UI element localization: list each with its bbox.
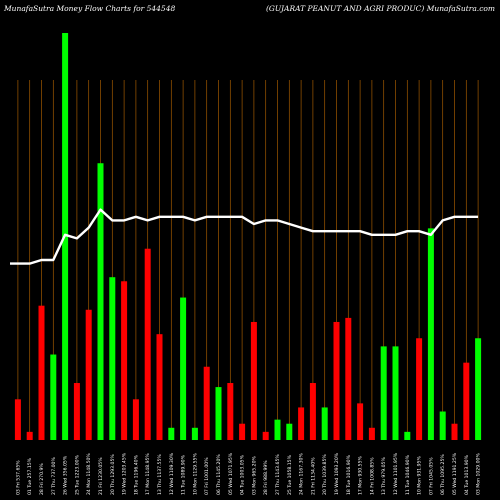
x-tick-label: 03 Mon 1029.00% — [476, 453, 482, 495]
x-tick-label: 05 Wed 1071.95% — [228, 452, 234, 495]
bar — [427, 228, 434, 440]
bar — [191, 427, 198, 440]
x-tick-label: 05 Wed 1191.25% — [452, 452, 458, 495]
x-tick-label: 17 Mon 930.55% — [358, 455, 364, 495]
bar — [97, 163, 104, 441]
x-tick-label: 27 Thu 737.00% — [51, 457, 57, 495]
bar — [14, 399, 21, 440]
money-flow-line — [10, 208, 479, 265]
bar — [286, 423, 293, 440]
x-tick-label: 13 Thu 979.05% — [381, 457, 387, 495]
x-tick-label: 10 Mon 1129.55% — [192, 453, 198, 495]
x-tick-label: 19 Wed 1203.45% — [122, 452, 128, 495]
bar — [132, 399, 139, 440]
x-tick-label: 14 Fri 1008.85% — [369, 457, 375, 495]
x-tick-label: 12 Wed 1101.95% — [393, 452, 399, 495]
bar — [203, 366, 210, 440]
x-tick-label: 18 Tue 1196.40% — [133, 454, 139, 495]
x-tick-label: 26 Wed 356.05% — [63, 455, 69, 495]
x-tick-label: 01 Tue 257.15% — [27, 457, 33, 495]
x-tick-label: 12 Wed 1109.30% — [169, 452, 175, 495]
bar — [404, 431, 411, 440]
x-tick-label: 13 Thu 1137.55% — [157, 454, 163, 495]
bar — [380, 346, 387, 440]
x-tick-label: 20 Thu 1293.05% — [110, 454, 116, 495]
bar — [85, 309, 92, 440]
bar — [368, 427, 375, 440]
x-tick-label: 06 Thu 1145.20% — [216, 454, 222, 495]
bar — [239, 423, 246, 440]
bar — [309, 383, 316, 440]
x-tick-label: 28 Fri 988.99% — [263, 460, 269, 495]
bar — [357, 403, 364, 440]
x-tick-label: 07 Fri 1001.00% — [204, 457, 210, 495]
x-tick-label: 20 Thu 1039.85% — [322, 454, 328, 495]
x-tick-label: 04 Tue 1013.90% — [464, 454, 470, 495]
bar — [156, 334, 163, 440]
bar — [250, 321, 257, 440]
chart-title: MunafaSutra Money Flow Charts for 544548 — [4, 4, 176, 13]
x-tick-label: 04 Tue 1003.05% — [240, 454, 246, 495]
bar — [121, 281, 128, 440]
bar — [416, 338, 423, 440]
bar — [180, 297, 187, 440]
x-tick-label: 25 Tue 1058.15% — [287, 454, 293, 495]
x-tick-label: 03 Mon 965.20% — [251, 455, 257, 495]
x-tick-label: 21 Fri 1134.40% — [310, 457, 316, 495]
bars — [14, 33, 482, 441]
x-tick-label: 27 Thu 1143.65% — [275, 454, 281, 495]
x-tick-label: 18 Tue 1016.90% — [346, 454, 352, 495]
bar — [298, 407, 305, 440]
bar — [50, 354, 57, 440]
x-tick-label: 11 Tue 1089.90% — [181, 454, 187, 495]
x-tick-label: 17 Mon 1148.95% — [145, 453, 151, 495]
bar — [274, 419, 281, 440]
bar — [215, 387, 222, 440]
bar — [227, 383, 234, 440]
x-tick-label: 21 Fri 1230.05% — [98, 457, 104, 495]
x-tick-label: 24 Mon 1148.50% — [86, 453, 92, 495]
x-tick-label: 10 Mon 931.95% — [417, 455, 423, 495]
x-tick-label: 19 Wed 1093.20% — [334, 452, 340, 495]
x-tick-label: 25 Tue 1223.00% — [74, 454, 80, 495]
bar — [26, 431, 33, 440]
bar — [463, 362, 470, 440]
x-tick-label: 24 Mon 1167.30% — [299, 453, 305, 495]
x-tick-label: 07 Fri 1045.05% — [428, 457, 434, 495]
bar — [38, 305, 45, 440]
bar — [333, 321, 340, 440]
bar — [73, 383, 80, 440]
bar — [451, 423, 458, 440]
x-tick-label: 28 Fri 270.9% — [39, 463, 45, 495]
x-axis-labels: 03 Fri 537.65% 01 Tue 257.15% 28 Fri 270.9… — [15, 452, 481, 495]
bar — [439, 411, 446, 440]
bar — [168, 427, 175, 440]
bar — [475, 338, 482, 440]
bar — [144, 248, 151, 440]
x-tick-label: 06 Thu 1095.25% — [440, 454, 446, 495]
bar — [321, 407, 328, 440]
x-tick-label: 03 Fri 537.65% — [15, 460, 21, 495]
x-tick-label: 11 Tue 1046.90% — [405, 454, 411, 495]
bar — [345, 317, 352, 440]
bar — [392, 346, 399, 440]
bar — [262, 431, 269, 440]
bar — [109, 277, 116, 440]
chart-subtitle: (GUJARAT PEANUT AND AGRI PRODUC) MunafaS… — [266, 4, 496, 13]
